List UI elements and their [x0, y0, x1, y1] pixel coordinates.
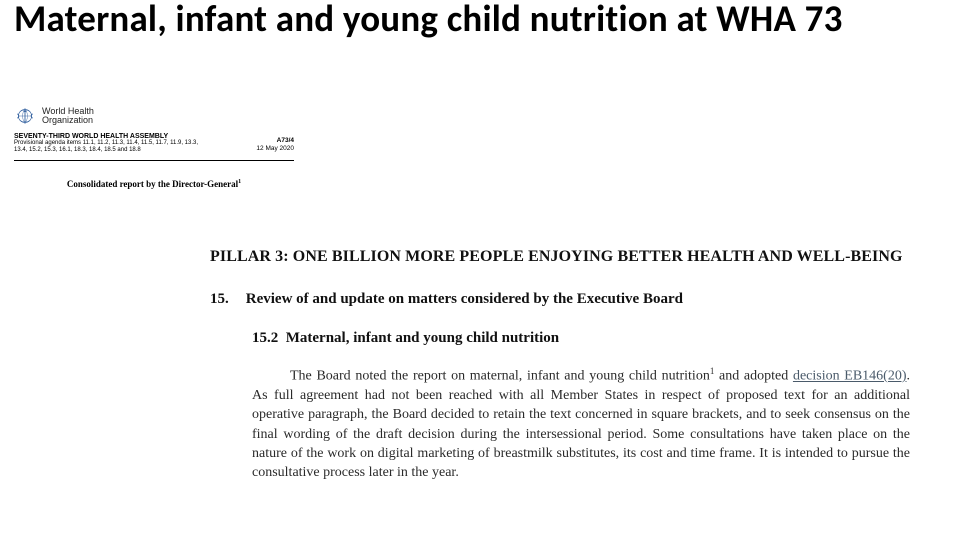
body-excerpt: PILLAR 3: ONE BILLION MORE PEOPLE ENJOYI… [210, 247, 910, 483]
para-rest: . As full agreement had not been reached… [252, 369, 910, 481]
org-name: World Health Organization [42, 107, 94, 126]
doc-header: World Health Organization SEVENTY-THIRD … [14, 105, 294, 189]
decision-link[interactable]: decision EB146(20) [793, 369, 907, 384]
section-15-number: 15. [210, 291, 242, 308]
body-paragraph: The Board noted the report on maternal, … [252, 365, 910, 483]
org-row: World Health Organization [14, 105, 294, 127]
pillar-heading: PILLAR 3: ONE BILLION MORE PEOPLE ENJOYI… [210, 247, 910, 267]
section-15: 15. Review of and update on matters cons… [210, 291, 910, 308]
assembly-title: SEVENTY-THIRD WORLD HEALTH ASSEMBLY [14, 133, 294, 140]
agenda-prefix: Provisional agenda items [14, 140, 83, 146]
doc-ref: A73/4 [277, 137, 294, 144]
section-15-title: Review of and update on matters consider… [246, 291, 683, 307]
para-after-sup: and adopted [714, 369, 793, 384]
consolidated-report-title: Consolidated report by the Director-Gene… [14, 179, 294, 189]
consolidated-text: Consolidated report by the Director-Gene… [67, 179, 238, 189]
slide-title: Maternal, infant and young child nutriti… [14, 0, 944, 39]
doc-date: 12 May 2020 [256, 145, 294, 152]
org-line2: Organization [42, 115, 93, 125]
header-rule [14, 160, 294, 161]
section-15-2-number: 15.2 [252, 330, 278, 346]
para-lead: The Board noted the report on maternal, … [290, 369, 710, 384]
who-logo-icon [14, 105, 36, 127]
agenda-items: Provisional agenda items 11.1, 11.2, 11.… [14, 140, 204, 154]
header-meta: A73/4 12 May 2020 [256, 137, 294, 153]
slide: Maternal, infant and young child nutriti… [0, 0, 960, 540]
section-15-2-title: Maternal, infant and young child nutriti… [286, 330, 559, 346]
footnote-1-icon: 1 [238, 179, 241, 185]
section-15-2: 15.2 Maternal, infant and young child nu… [252, 330, 910, 347]
